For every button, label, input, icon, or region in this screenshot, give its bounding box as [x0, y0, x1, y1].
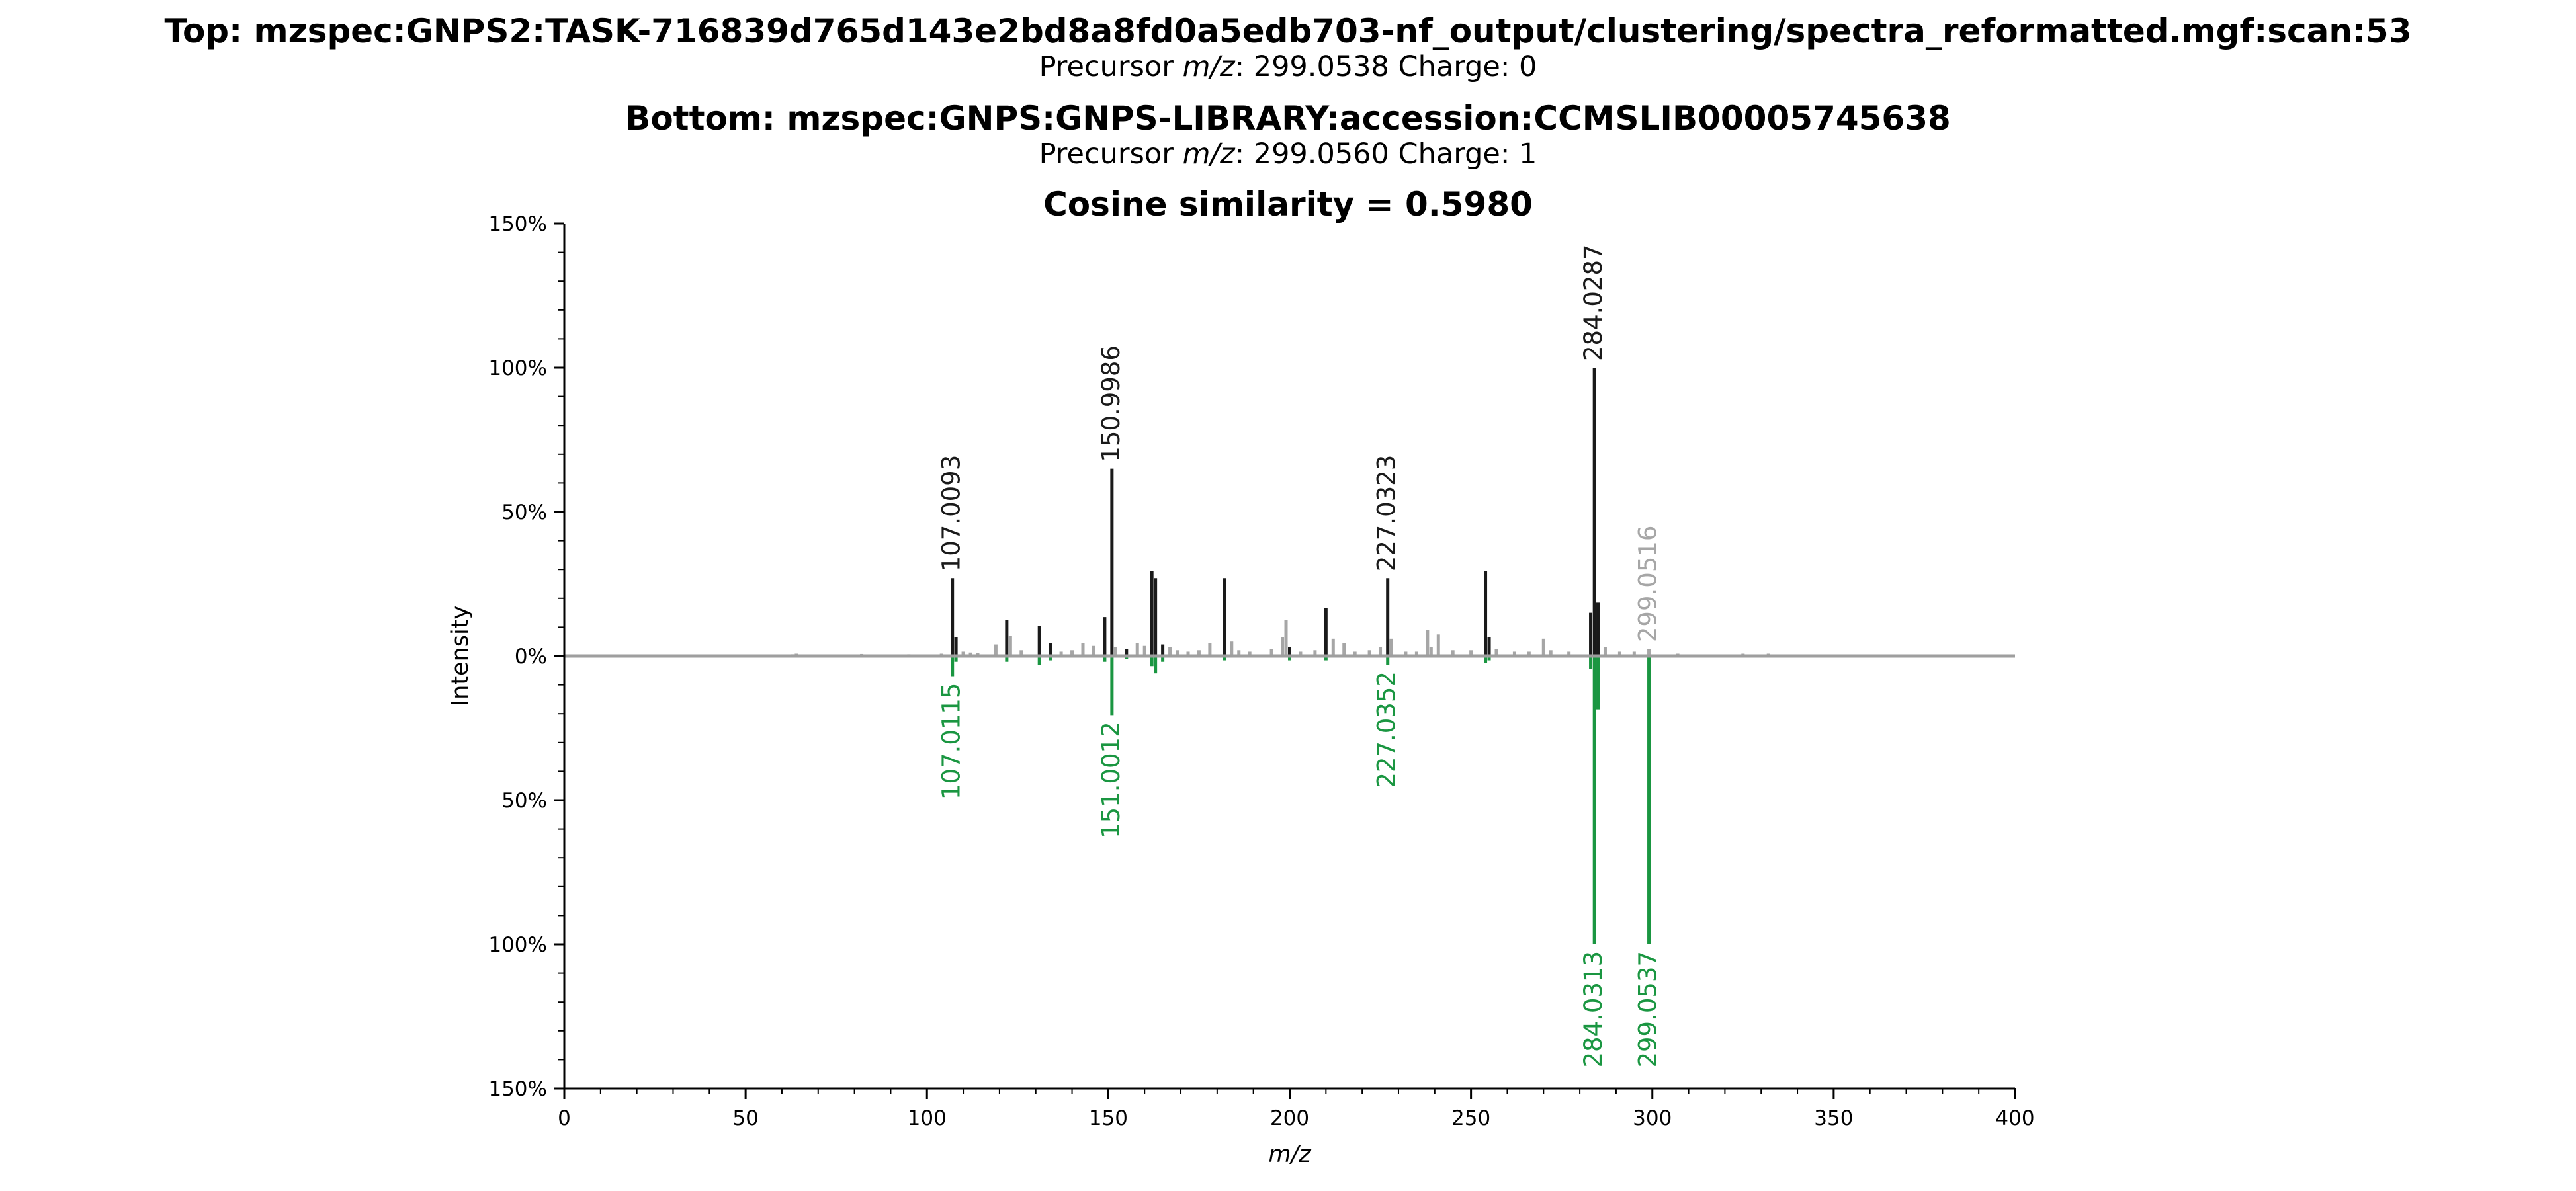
top-peak-label: 284.0287 [1579, 244, 1608, 361]
x-tick-label: 350 [1814, 1106, 1853, 1130]
bottom-precursor-label: Precursor [1039, 138, 1183, 171]
x-tick-label: 400 [1995, 1106, 2034, 1130]
x-tick-label: 200 [1270, 1106, 1309, 1130]
top-peak-label: 299.0516 [1634, 526, 1662, 643]
peak-labels: 107.0093 150.9986 227.0323 284.0287 299.0516… [937, 244, 1662, 1067]
y-tick-label: 150% [488, 212, 547, 236]
axis-ticks: 0 50 100 150 200 250 300 350 400 150% 100% 50% 0% 50%… [488, 212, 2034, 1130]
bottom-peak-label: 284.0313 [1579, 951, 1608, 1068]
y-axis-label: Intensity [447, 606, 474, 706]
bottom-peak-label: 151.0012 [1097, 721, 1125, 839]
bottom-peak-label: 107.0115 [937, 683, 966, 800]
x-tick-label: 100 [908, 1106, 947, 1130]
bottom-peak-label: 227.0352 [1373, 671, 1401, 788]
y-tick-label: 50% [501, 501, 547, 524]
y-tick-label: 100% [488, 356, 547, 380]
top-peak-label: 107.0093 [937, 455, 966, 572]
bottom-precursor-values: : 299.0560 Charge: 1 [1234, 138, 1537, 171]
y-tick-label: 50% [501, 789, 547, 813]
bottom-peak-label: 299.0537 [1634, 951, 1662, 1068]
bottom-precursor-mz-word: m/z [1182, 138, 1235, 171]
x-tick-label: 250 [1451, 1106, 1490, 1130]
x-tick-label: 300 [1633, 1106, 1672, 1130]
axes-spines [563, 224, 2015, 1090]
bottom-precursor-info: Precursor m/z: 299.0560 Charge: 1 [0, 138, 2576, 171]
top-spectrum-title: Top: mzspec:GNPS2:TASK-716839d765d143e2b… [164, 12, 2412, 50]
top-peak-label: 227.0323 [1373, 455, 1401, 572]
top-precursor-info: Precursor m/z: 299.0538 Charge: 0 [0, 50, 2576, 83]
y-tick-label: 150% [488, 1077, 547, 1101]
y-tick-label: 100% [488, 933, 547, 957]
top-precursor-values: : 299.0538 Charge: 0 [1234, 50, 1537, 83]
top-precursor-label: Precursor [1039, 50, 1183, 83]
x-tick-label: 150 [1089, 1106, 1128, 1130]
top-peak-label: 150.9986 [1097, 345, 1125, 462]
bottom-spectrum-title: Bottom: mzspec:GNPS:GNPS-LIBRARY:accessi… [625, 99, 1951, 138]
cosine-similarity-title: Cosine similarity = 0.5980 [1043, 185, 1533, 224]
x-tick-label: 0 [558, 1106, 571, 1130]
top-precursor-mz-word: m/z [1182, 50, 1235, 83]
x-axis-label: m/z [1268, 1141, 1311, 1168]
peak-bars [791, 368, 1770, 944]
y-tick-label: 0% [515, 645, 547, 669]
x-tick-label: 50 [732, 1106, 758, 1130]
